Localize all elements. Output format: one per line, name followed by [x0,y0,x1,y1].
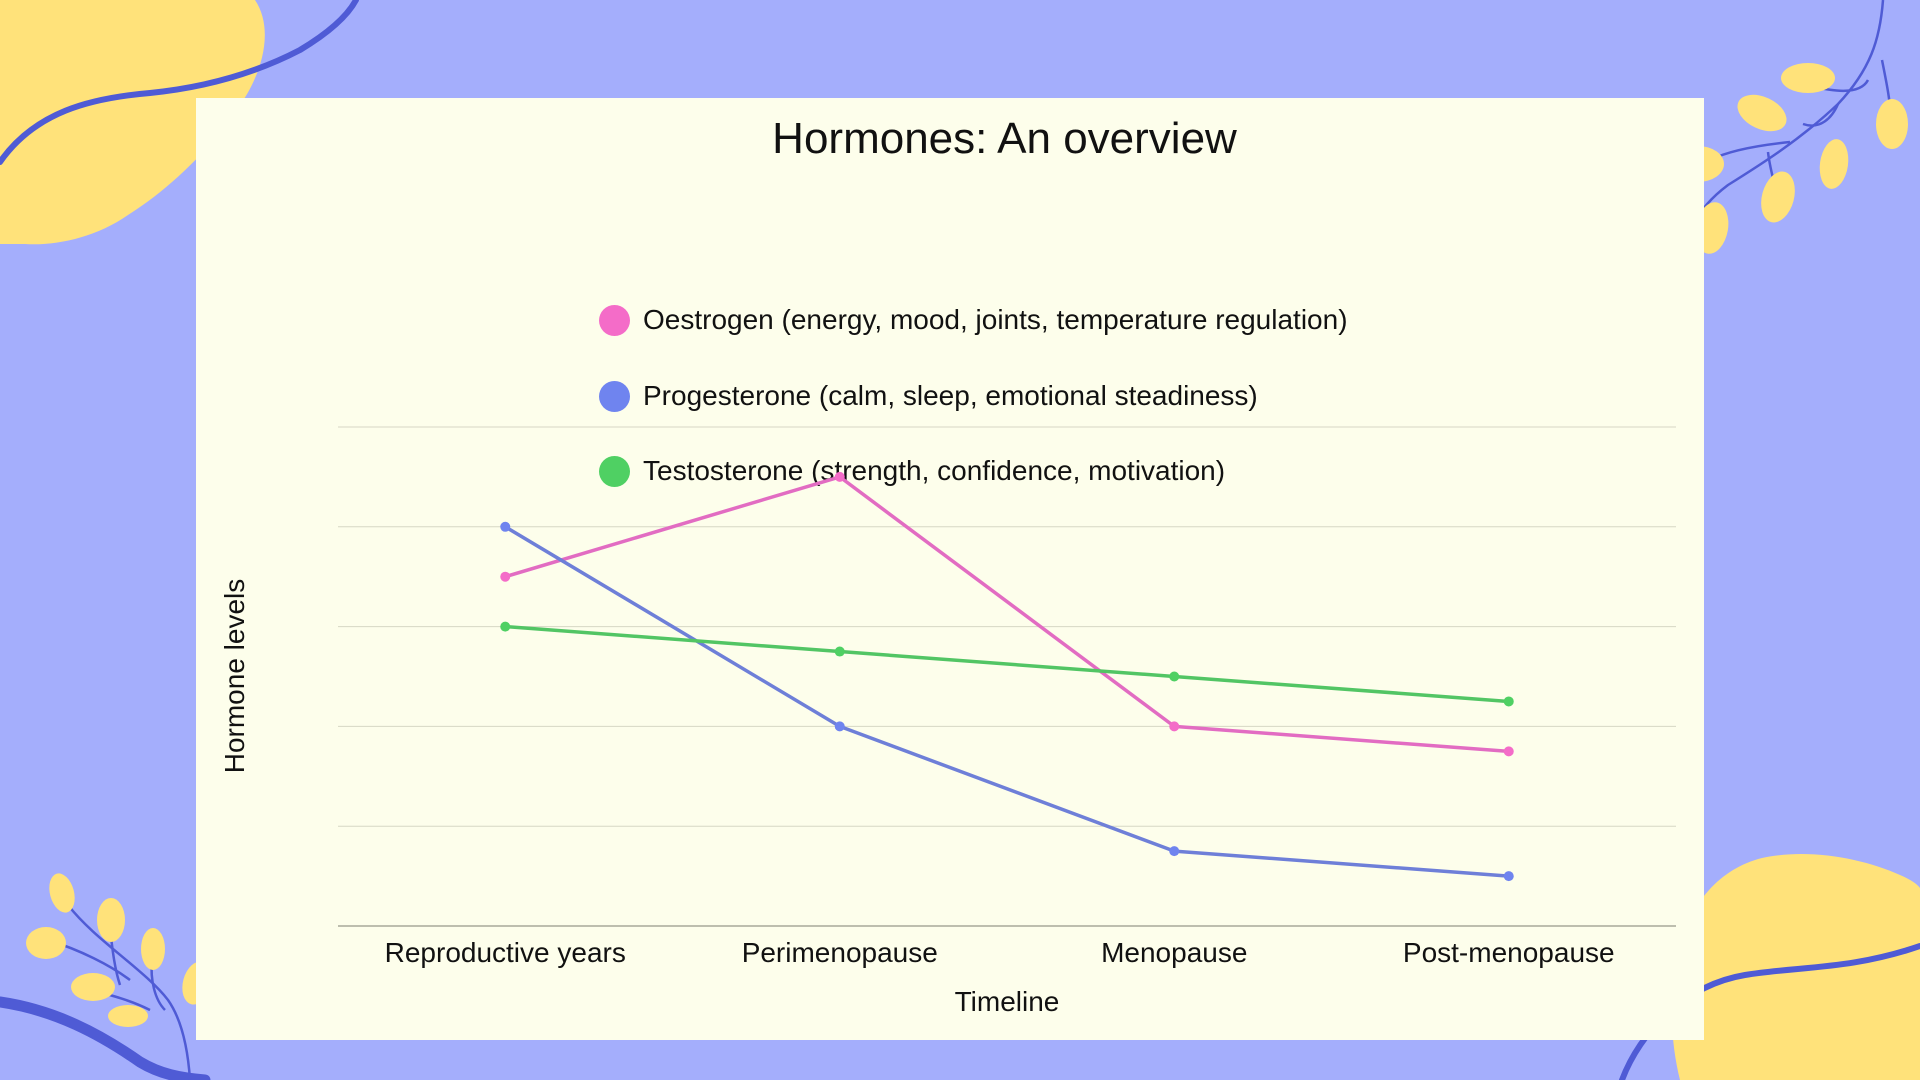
data-point-testosterone[interactable] [834,646,845,657]
legend-item-testosterone: Testosterone (strength, confidence, moti… [599,451,1225,491]
data-point-testosterone[interactable] [1169,671,1180,682]
vine-bottom-left [0,996,211,1080]
x-axis-title: Timeline [955,986,1060,1017]
data-point-progesterone[interactable] [834,721,845,732]
x-tick-label: Post-menopause [1403,937,1615,968]
legend-label-oestrogen: Oestrogen (energy, mood, joints, tempera… [643,304,1348,335]
legend-marker-progesterone [599,380,630,412]
x-axis-tick-labels: Reproductive years Perimenopause Menopause… [385,937,1615,968]
data-point-progesterone[interactable] [1169,846,1180,857]
x-tick-label: Perimenopause [742,937,938,968]
line-chart: Reproductive years Perimenopause Menopause… [219,426,1676,1017]
legend-marker-testosterone [599,455,630,487]
data-point-oestrogen[interactable] [834,471,845,482]
series-points [500,471,1514,882]
x-tick-label: Reproductive years [385,937,626,968]
legend-marker-oestrogen [599,304,630,336]
x-tick-label: Menopause [1101,937,1247,968]
data-point-progesterone[interactable] [500,521,511,532]
data-point-oestrogen[interactable] [500,571,511,582]
series-lines [504,475,1509,878]
legend-label-progesterone: Progesterone (calm, sleep, emotional ste… [643,380,1258,411]
series-line-oestrogen [504,475,1509,754]
legend-item-oestrogen: Oestrogen (energy, mood, joints, tempera… [599,300,1348,340]
chart-card: Hormones: An overview Oestrogen (energy,… [196,98,1704,1040]
gridlines [338,426,1676,927]
legend-label-testosterone: Testosterone (strength, confidence, moti… [643,455,1226,486]
vine-top-left [0,0,359,165]
data-point-oestrogen[interactable] [1503,746,1514,757]
series-line-testosterone [505,624,1509,704]
y-axis-title: Hormone levels [219,579,250,774]
data-point-testosterone[interactable] [1503,696,1514,707]
chart-title: Hormones: An overview [772,114,1237,163]
data-point-oestrogen[interactable] [1169,721,1180,732]
yellow-blob-top-left [0,0,265,245]
series-line-progesterone [504,525,1509,878]
data-point-testosterone[interactable] [500,621,511,632]
data-point-progesterone[interactable] [1503,871,1514,882]
legend-item-progesterone: Progesterone (calm, sleep, emotional ste… [599,376,1258,416]
branch-top-right [1672,0,1908,254]
